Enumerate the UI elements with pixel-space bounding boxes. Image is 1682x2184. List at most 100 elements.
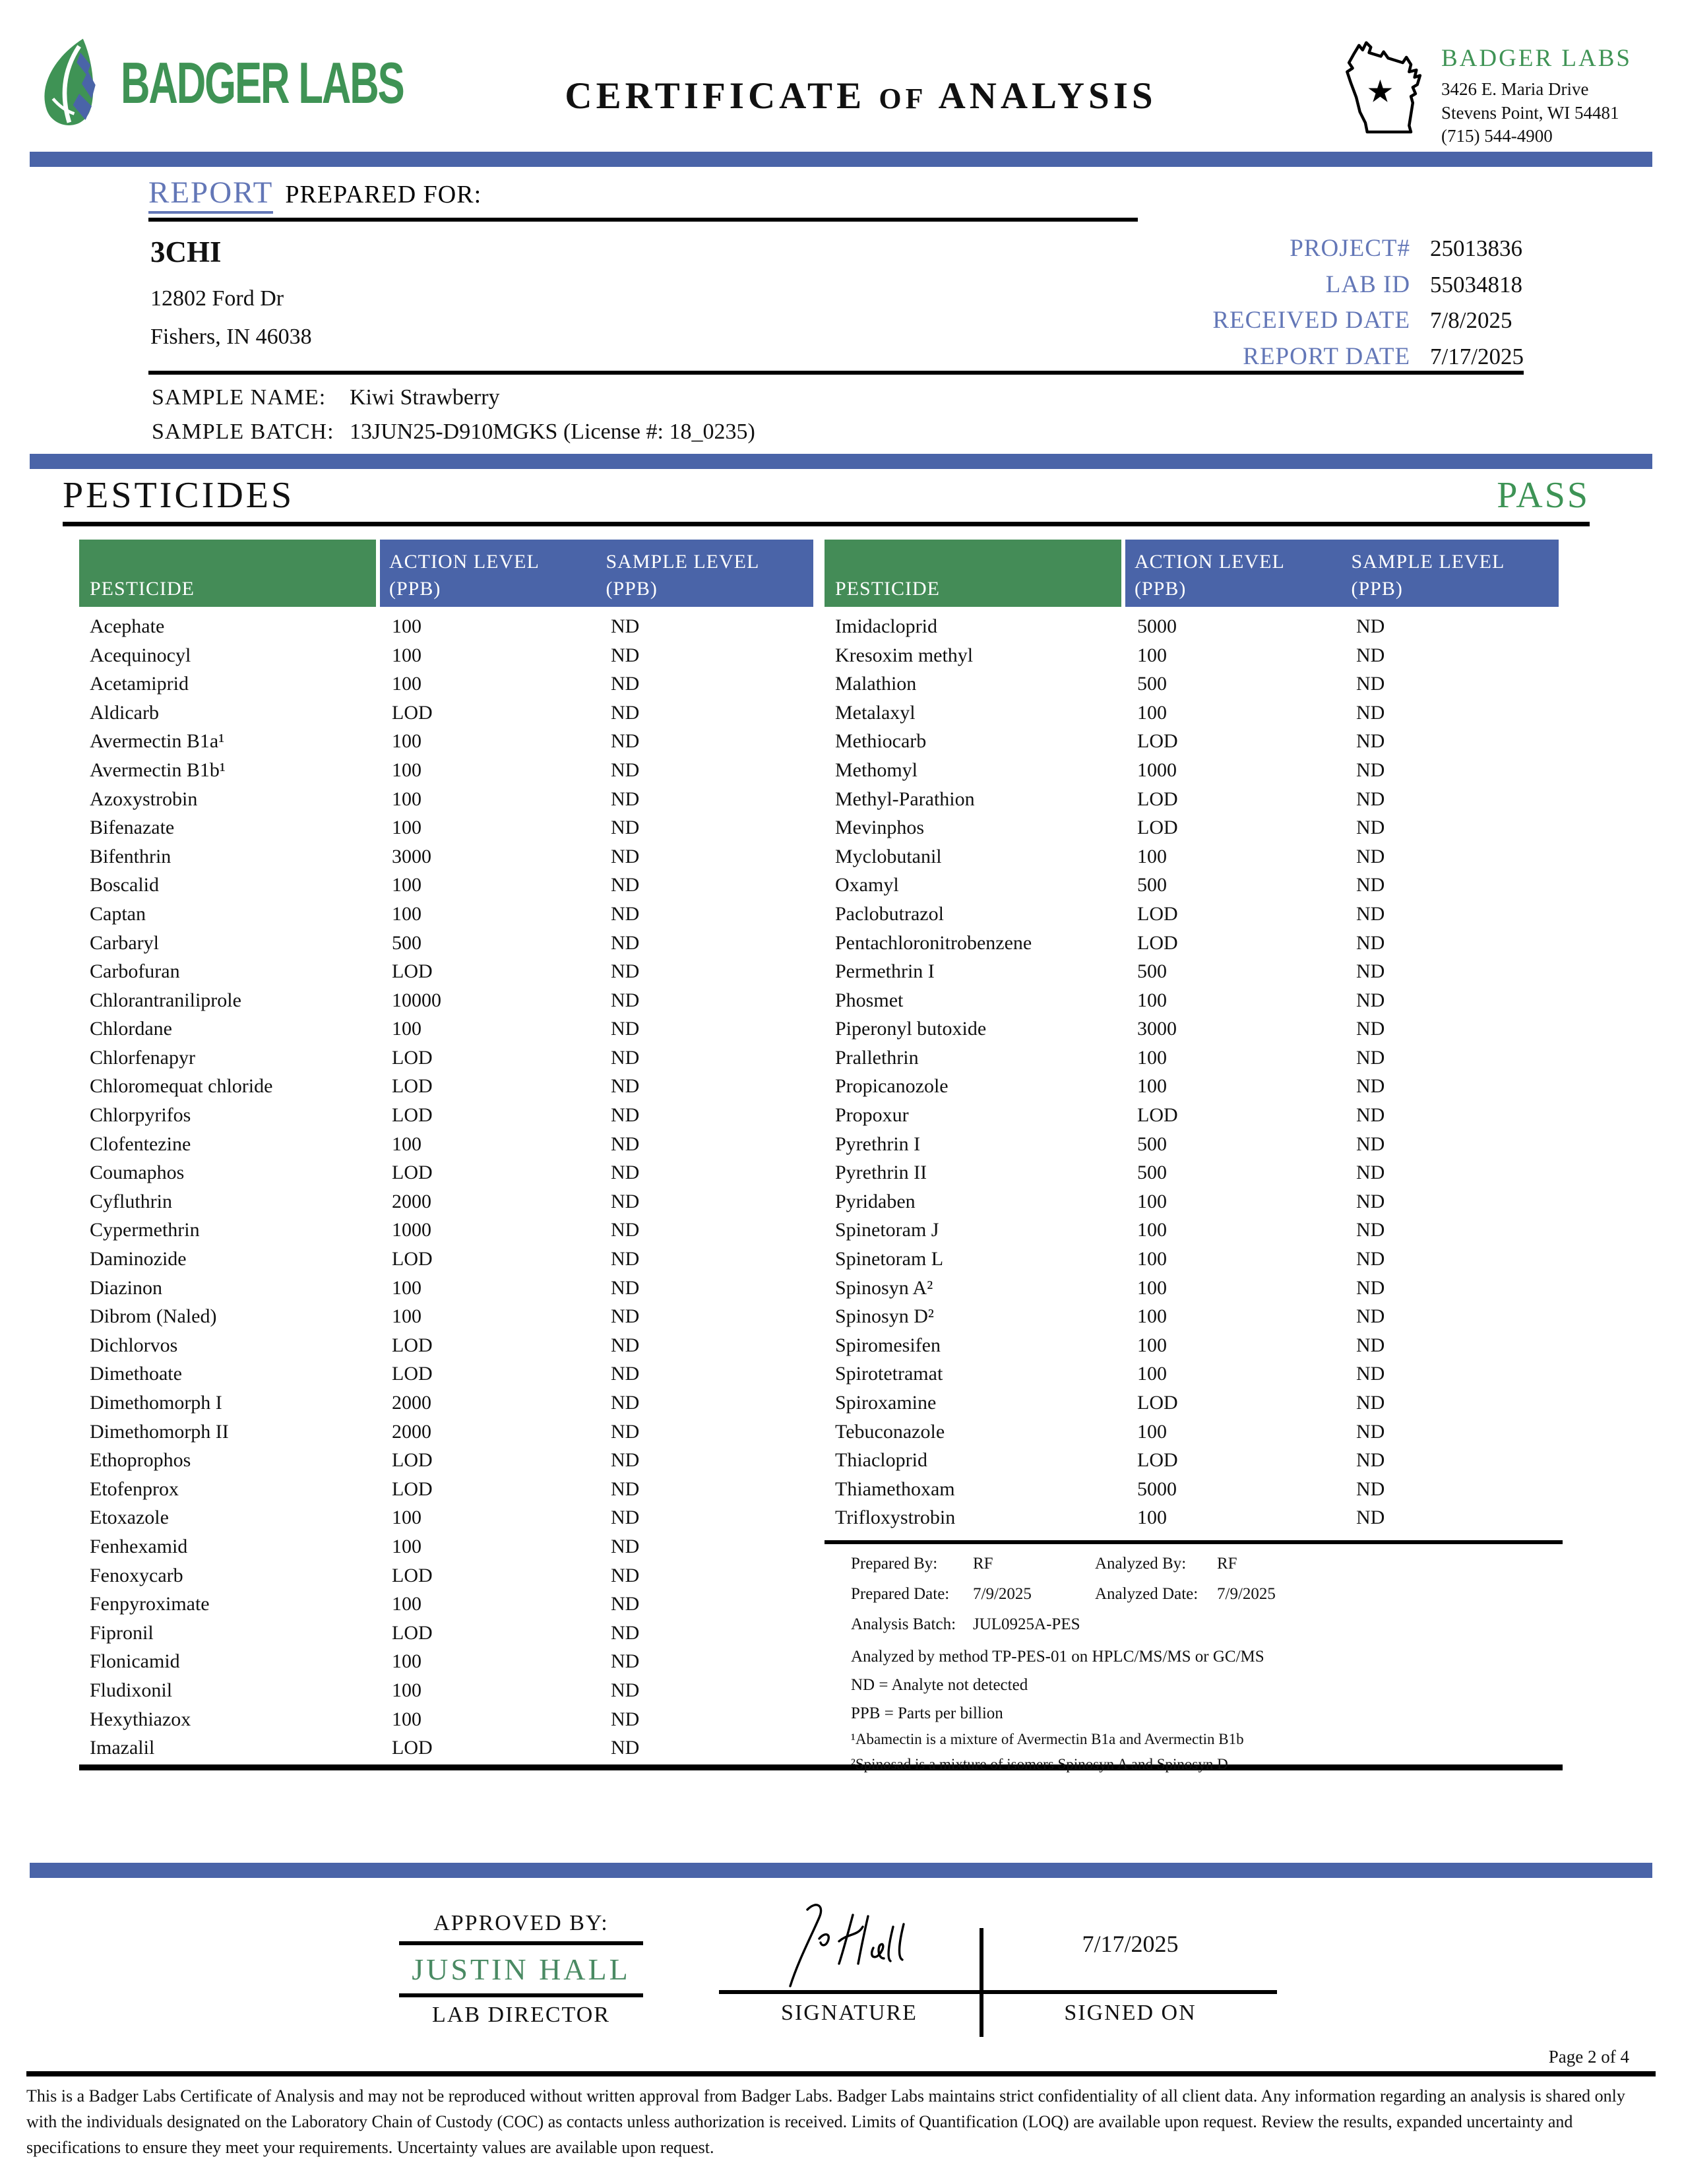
action-level-value: 500 — [1137, 960, 1167, 983]
table-row: Thiamethoxam 5000 ND — [825, 1475, 1563, 1504]
action-level-value: LOD — [1137, 817, 1178, 839]
sample-level-value: ND — [611, 902, 640, 925]
sample-level-value: ND — [611, 1305, 640, 1328]
pesticide-name: Bifenazate — [90, 817, 175, 839]
sample-level-value: ND — [1356, 1248, 1385, 1270]
sample-level-value: ND — [1356, 788, 1385, 810]
action-level-value: 500 — [1137, 874, 1167, 896]
table-header-left: PESTICIDE ACTION LEVEL (PPB) SAMPLE LEVE… — [79, 540, 817, 608]
action-level-value: LOD — [1137, 902, 1178, 925]
meta-label: RECEIVED DATE — [1212, 307, 1411, 334]
sample-level-value: ND — [611, 730, 640, 753]
divider-bar-section — [30, 454, 1652, 470]
action-level-value: LOD — [392, 1334, 433, 1356]
sample-level-value: ND — [611, 788, 640, 810]
signature-line — [719, 1990, 980, 1995]
action-level-value: 100 — [392, 1507, 421, 1529]
title-analysis: ANALYSIS — [938, 75, 1157, 117]
table-row: Cyfluthrin 2000 ND — [79, 1187, 817, 1216]
column-headers-levels: ACTION LEVEL (PPB) SAMPLE LEVEL (PPB) — [380, 540, 813, 608]
action-level-value: LOD — [392, 1075, 433, 1098]
action-level-value: LOD — [1137, 730, 1178, 753]
pesticide-name: Malathion — [835, 673, 917, 695]
sample-name-value: Kiwi Strawberry — [350, 385, 500, 410]
action-level-value: 100 — [1137, 1334, 1167, 1356]
action-level-value: LOD — [392, 1248, 433, 1270]
action-level-value: 100 — [392, 1650, 421, 1673]
pesticide-name: Methyl-Parathion — [835, 788, 975, 810]
action-level-value: 100 — [1137, 1046, 1167, 1069]
table-row: Piperonyl butoxide 3000 ND — [825, 1015, 1563, 1044]
signed-on-label: SIGNED ON — [1064, 2001, 1197, 2026]
table-row: Imazalil LOD ND — [79, 1733, 817, 1763]
action-level-value: 100 — [1137, 1420, 1167, 1443]
report-subtitle: PREPARED FOR: — [285, 181, 482, 208]
pesticide-name: Mevinphos — [835, 817, 924, 839]
pesticide-name: Methiocarb — [835, 730, 927, 753]
pesticide-name: Pyrethrin II — [835, 1162, 927, 1184]
vertical-divider — [980, 1928, 983, 2038]
table-row: Metalaxyl 100 ND — [825, 699, 1563, 728]
action-level-value: 100 — [392, 759, 421, 781]
action-level-value: 100 — [1137, 1219, 1167, 1241]
sample-level-value: ND — [1356, 701, 1385, 724]
sample-batch-value: 13JUN25-D910MGKS (License #: 18_0235) — [350, 420, 755, 445]
pesticide-name: Chlorfenapyr — [90, 1046, 195, 1069]
table-row: Diazinon 100 ND — [79, 1274, 817, 1303]
sample-level-value: ND — [611, 701, 640, 724]
column-header-sample-level: SAMPLE LEVEL (PPB) — [606, 551, 760, 600]
action-level-value: 1000 — [1137, 759, 1177, 781]
table-row: Dimethomorph I 2000 ND — [79, 1388, 817, 1418]
pesticide-name: Captan — [90, 902, 146, 925]
table-row: Permethrin I 500 ND — [825, 957, 1563, 986]
sample-level-value: ND — [611, 1621, 640, 1644]
action-level-value: 5000 — [1137, 615, 1177, 637]
sample-level-value: ND — [611, 874, 640, 896]
action-level-value: 500 — [392, 931, 421, 954]
page-header: BADGER LABS CERTIFICATE OF ANALYSIS ★ BA… — [0, 0, 1682, 146]
action-level-value: 100 — [392, 1276, 421, 1299]
pesticide-name: Ethoprophos — [90, 1449, 191, 1472]
pesticide-name: Chlordane — [90, 1018, 172, 1040]
table-row: Imidacloprid 5000 ND — [825, 612, 1563, 641]
action-level-value: LOD — [1137, 1392, 1178, 1414]
pesticide-name: Trifloxystrobin — [835, 1507, 956, 1529]
action-level-value: 100 — [392, 1018, 421, 1040]
action-level-value: 100 — [1137, 845, 1167, 867]
pesticide-name: Fenoxycarb — [90, 1564, 183, 1586]
footnote-abamectin: ¹Abamectin is a mixture of Avermectin B1… — [851, 1731, 1244, 1748]
table-row: Dimethomorph II 2000 ND — [79, 1418, 817, 1447]
pesticide-name: Coumaphos — [90, 1162, 185, 1184]
action-level-value: LOD — [392, 1046, 433, 1069]
table-body: Acephate 100 ND Acequinocyl 100 ND Aceta… — [79, 612, 1563, 1772]
signature-column: SIGNATURE — [719, 1898, 980, 2042]
table-row: Phosmet 100 ND — [825, 986, 1563, 1015]
pesticide-name: Spiromesifen — [835, 1334, 941, 1356]
table-row: Chloromequat chloride LOD ND — [79, 1073, 817, 1102]
table-row: Cypermethrin 1000 ND — [79, 1216, 817, 1245]
sample-level-value: ND — [1356, 1507, 1385, 1529]
analysis-batch-label: Analysis Batch: — [851, 1615, 956, 1634]
meta-label: PROJECT# — [1290, 235, 1411, 262]
action-level-value: 100 — [1137, 989, 1167, 1011]
pesticide-name: Azoxystrobin — [90, 788, 198, 810]
action-level-value: 100 — [392, 1305, 421, 1328]
pass-badge: PASS — [1497, 475, 1590, 516]
report-title: REPORT — [148, 175, 274, 214]
table-row: Spirotetramat 100 ND — [825, 1360, 1563, 1389]
sample-level-value: ND — [611, 1535, 640, 1557]
table-row: Spinosyn D² 100 ND — [825, 1302, 1563, 1331]
pesticide-name: Prallethrin — [835, 1046, 919, 1069]
column-header-pesticide: PESTICIDE — [79, 540, 376, 608]
table-row: Daminozide LOD ND — [79, 1245, 817, 1274]
pesticide-name: Dimethomorph II — [90, 1420, 229, 1443]
client-address-line2: Fishers, IN 46038 — [150, 325, 312, 349]
action-level-value: 100 — [1137, 1248, 1167, 1270]
sample-level-value: ND — [611, 989, 640, 1011]
pesticide-name: Tebuconazole — [835, 1420, 945, 1443]
action-level-value: 100 — [1137, 1276, 1167, 1299]
pesticide-name: Boscalid — [90, 874, 159, 896]
sample-level-value: ND — [611, 1679, 640, 1701]
analysis-notes: Prepared By: RF Analyzed By: RF Prepared… — [825, 1555, 1563, 1774]
